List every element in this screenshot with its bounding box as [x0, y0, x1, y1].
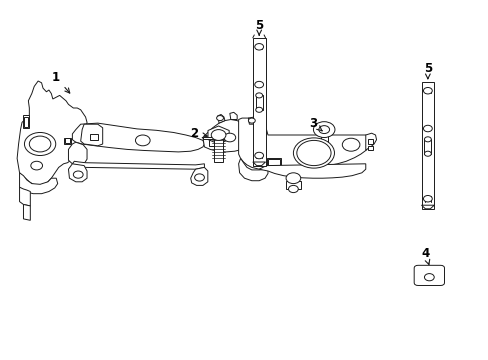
Polygon shape — [365, 133, 376, 150]
Text: 5: 5 — [255, 19, 263, 35]
Polygon shape — [421, 205, 433, 209]
Polygon shape — [207, 126, 229, 144]
Polygon shape — [72, 161, 204, 169]
Polygon shape — [23, 115, 29, 128]
Circle shape — [423, 125, 431, 132]
Circle shape — [211, 130, 225, 140]
Text: 1: 1 — [52, 71, 70, 93]
Circle shape — [288, 185, 298, 193]
Polygon shape — [267, 159, 279, 165]
Circle shape — [293, 138, 334, 168]
Circle shape — [254, 152, 263, 159]
Circle shape — [216, 116, 223, 121]
Circle shape — [285, 173, 300, 184]
Circle shape — [73, 171, 83, 178]
Circle shape — [424, 137, 430, 142]
Polygon shape — [320, 132, 327, 153]
Polygon shape — [214, 139, 223, 162]
Polygon shape — [203, 120, 251, 152]
Polygon shape — [63, 138, 71, 144]
FancyBboxPatch shape — [413, 265, 444, 285]
Text: 2: 2 — [190, 127, 207, 140]
Polygon shape — [285, 181, 300, 189]
Polygon shape — [23, 204, 30, 220]
Circle shape — [248, 118, 255, 123]
Polygon shape — [248, 117, 258, 124]
Circle shape — [342, 138, 359, 151]
Polygon shape — [72, 123, 204, 152]
Polygon shape — [255, 95, 262, 110]
Polygon shape — [229, 112, 237, 120]
Circle shape — [135, 135, 150, 146]
Circle shape — [255, 107, 262, 112]
Polygon shape — [320, 153, 327, 157]
Circle shape — [194, 174, 204, 181]
Polygon shape — [238, 118, 370, 170]
Polygon shape — [90, 134, 98, 140]
Polygon shape — [238, 158, 267, 181]
Text: 5: 5 — [423, 62, 431, 79]
Polygon shape — [367, 146, 372, 150]
Polygon shape — [202, 137, 234, 139]
Circle shape — [29, 136, 51, 152]
Polygon shape — [421, 82, 433, 209]
Polygon shape — [68, 164, 87, 182]
Polygon shape — [68, 142, 87, 166]
Text: 3: 3 — [308, 117, 322, 131]
Circle shape — [313, 122, 334, 138]
Polygon shape — [424, 139, 430, 154]
Polygon shape — [252, 162, 265, 166]
Circle shape — [296, 140, 330, 166]
Polygon shape — [252, 38, 265, 166]
Circle shape — [423, 195, 431, 202]
Circle shape — [255, 93, 262, 98]
Circle shape — [24, 132, 56, 156]
Circle shape — [424, 151, 430, 156]
Polygon shape — [367, 139, 372, 144]
Circle shape — [224, 133, 235, 142]
Polygon shape — [20, 173, 58, 194]
Polygon shape — [17, 81, 87, 185]
Polygon shape — [64, 138, 70, 143]
Polygon shape — [81, 124, 102, 146]
Polygon shape — [209, 140, 216, 146]
Polygon shape — [24, 117, 28, 127]
Polygon shape — [190, 167, 207, 185]
Polygon shape — [20, 187, 30, 206]
Text: 4: 4 — [421, 247, 429, 265]
Circle shape — [318, 126, 329, 134]
Polygon shape — [259, 164, 365, 178]
Polygon shape — [217, 114, 224, 123]
Circle shape — [424, 274, 433, 281]
Circle shape — [423, 87, 431, 94]
Circle shape — [254, 44, 263, 50]
Circle shape — [254, 81, 263, 88]
Polygon shape — [266, 158, 281, 166]
Circle shape — [31, 161, 42, 170]
